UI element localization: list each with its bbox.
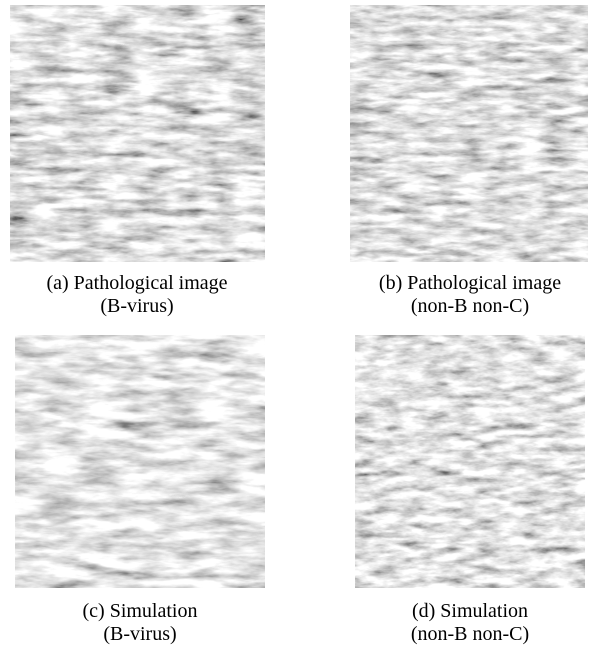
figure: (a) Pathological image (B-virus) (b) Pat… [0, 0, 595, 648]
caption: (non-B non-C) [411, 623, 529, 645]
ultrasound-image [350, 5, 588, 262]
caption: (b) Pathological image [379, 272, 561, 294]
caption: (a) Pathological image [46, 272, 227, 294]
ultrasound-image [355, 335, 585, 588]
caption: (d) Simulation [412, 600, 528, 622]
caption: (non-B non-C) [411, 295, 529, 317]
ultrasound-image [10, 5, 265, 262]
caption: (c) Simulation [83, 600, 198, 622]
ultrasound-image [15, 335, 265, 588]
caption: (B-virus) [103, 623, 176, 645]
caption: (B-virus) [100, 295, 173, 317]
page: (a) Pathological image (B-virus) (b) Pat… [0, 0, 595, 648]
